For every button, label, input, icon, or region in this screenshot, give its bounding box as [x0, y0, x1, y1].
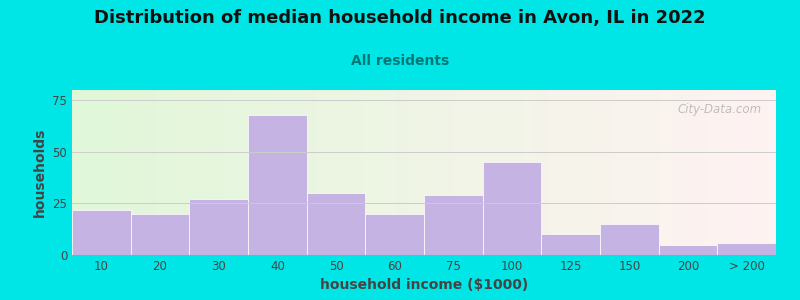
Bar: [600, 224, 658, 255]
Bar: [424, 195, 482, 255]
Bar: [190, 199, 248, 255]
Bar: [306, 193, 366, 255]
Text: All residents: All residents: [351, 54, 449, 68]
Bar: [248, 115, 306, 255]
Y-axis label: households: households: [33, 128, 46, 217]
Bar: [542, 234, 600, 255]
Text: Distribution of median household income in Avon, IL in 2022: Distribution of median household income …: [94, 9, 706, 27]
Bar: [718, 243, 776, 255]
Text: City-Data.com: City-Data.com: [678, 103, 762, 116]
Bar: [366, 214, 424, 255]
Bar: [72, 210, 130, 255]
Bar: [130, 214, 190, 255]
Bar: [482, 162, 542, 255]
Bar: [658, 245, 718, 255]
X-axis label: household income ($1000): household income ($1000): [320, 278, 528, 292]
